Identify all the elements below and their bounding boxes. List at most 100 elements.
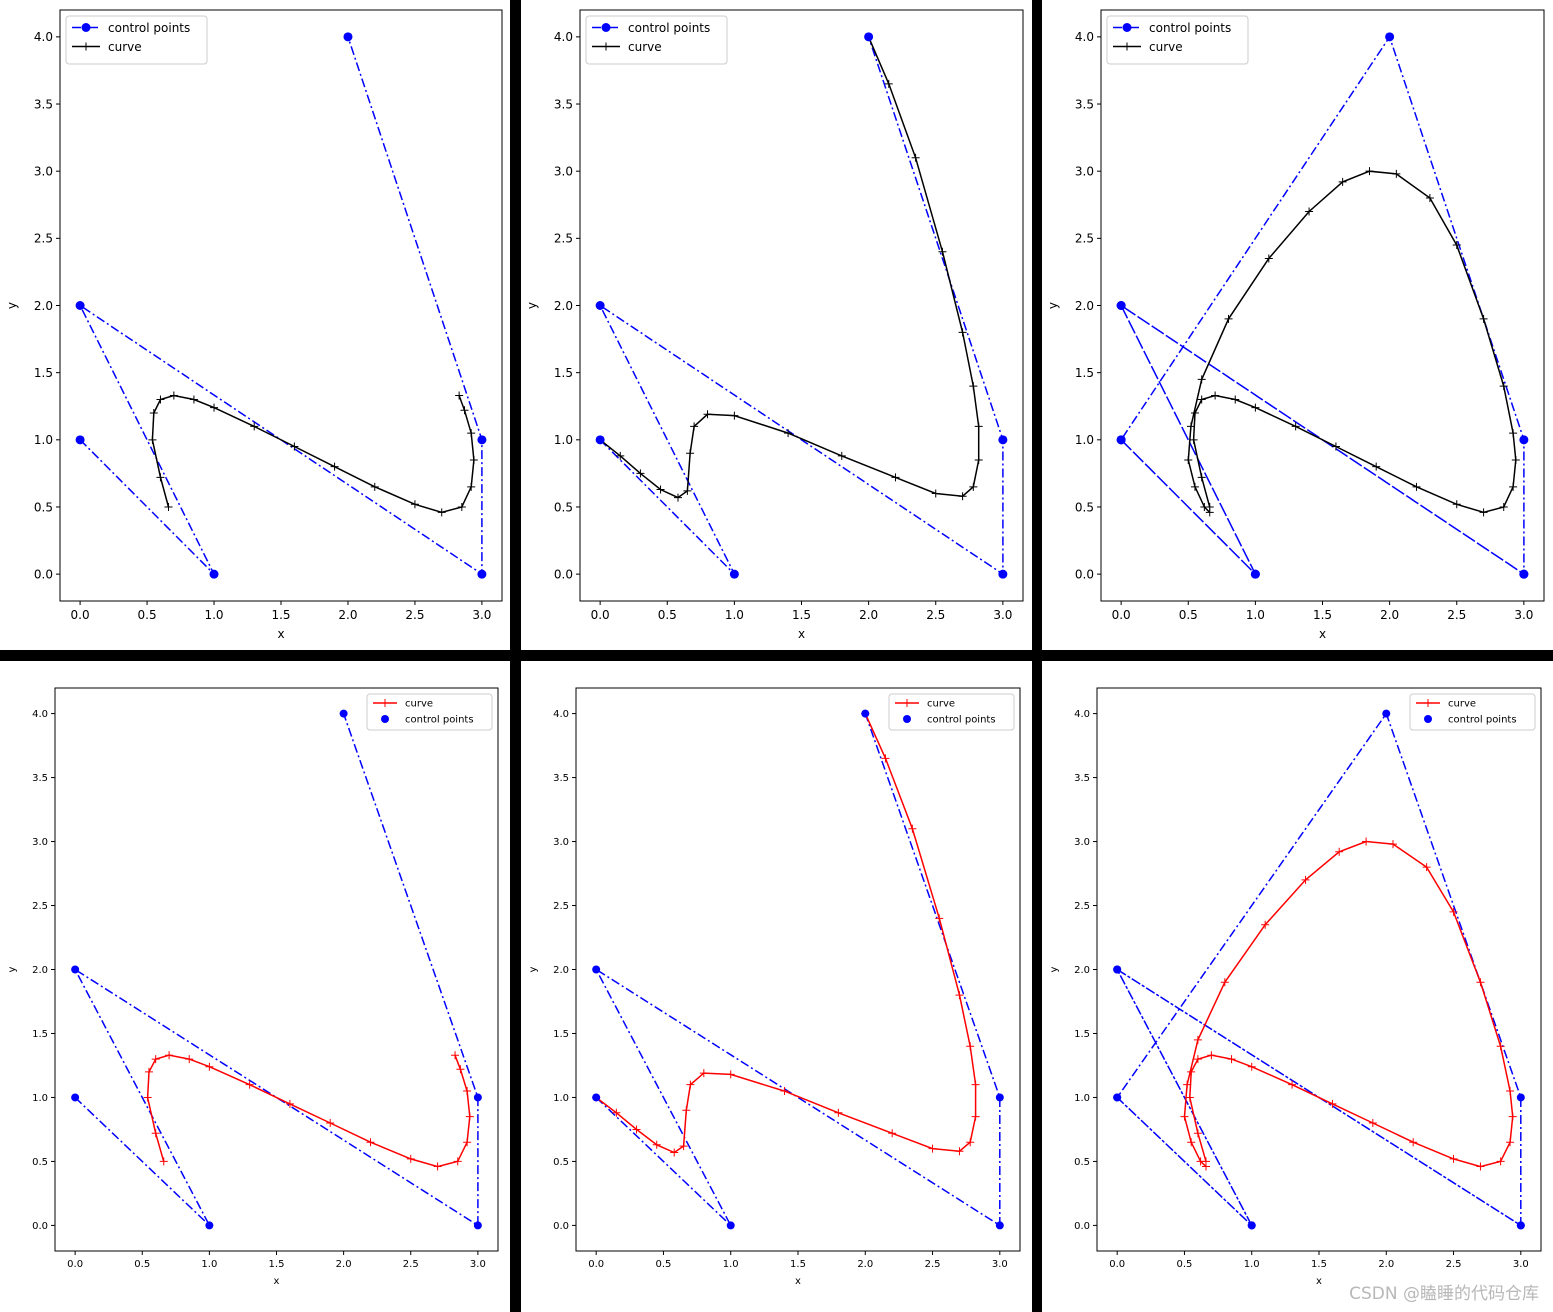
- control-point-marker: [209, 569, 219, 579]
- y-tick-label: 2.5: [553, 901, 569, 912]
- curve-point-marker: [330, 462, 339, 471]
- curve-line: [595, 713, 977, 1154]
- curve-point-marker: [1201, 1162, 1210, 1171]
- curve-point-marker: [1389, 840, 1397, 849]
- curve-point-marker: [971, 1112, 980, 1121]
- curve-point-marker: [1422, 863, 1431, 872]
- curve-line: [1183, 840, 1514, 1168]
- control-point-marker: [1516, 1093, 1525, 1102]
- control-point-marker: [1519, 569, 1529, 579]
- legend-curve-marker: [381, 699, 389, 707]
- y-tick-label: 0.5: [32, 1157, 48, 1168]
- control-point-marker: [1247, 1221, 1256, 1230]
- control-polygon-line: [1115, 711, 1522, 1227]
- curve-point-marker: [463, 1138, 472, 1147]
- curve-point-marker: [455, 391, 464, 400]
- legend-box: [888, 693, 1015, 731]
- legend-label: curve: [927, 699, 955, 710]
- curve-point-marker: [679, 1142, 688, 1151]
- curve-point-marker: [1506, 1087, 1515, 1096]
- x-tick-label: 3.0: [1514, 608, 1533, 622]
- chart-svg: 0.0 0.5 1.0 1.5 2.0 2.5 3.0 0.0 0.5 1.0 1.5 2.0 2.5 3…: [7, 687, 499, 1287]
- curve-point-marker: [911, 153, 920, 162]
- curve-point-marker: [456, 1065, 465, 1074]
- x-tick-label: 0.5: [138, 608, 157, 622]
- control-point-marker: [205, 1221, 214, 1230]
- curve-point-marker: [1251, 403, 1260, 412]
- x-tick-label: 3.0: [470, 1259, 486, 1270]
- y-tick-label: 0.0: [553, 1221, 569, 1232]
- legend-label: control points: [628, 21, 710, 35]
- x-axis-label: x: [798, 627, 805, 641]
- legend-control-marker: [1424, 715, 1432, 723]
- curve-point-marker: [460, 406, 469, 415]
- x-tick-label: 3.0: [993, 608, 1012, 622]
- curve-point-marker: [143, 1093, 152, 1102]
- y-axis-label: y: [5, 302, 19, 309]
- curve-point-marker: [1205, 508, 1214, 517]
- control-point-marker: [595, 301, 605, 310]
- x-tick-label: 2.0: [338, 608, 357, 622]
- x-tick-label: 2.0: [859, 608, 878, 622]
- curve-point-marker: [686, 449, 695, 458]
- curve-point-marker: [433, 1162, 442, 1171]
- curve-point-marker: [457, 502, 466, 511]
- x-tick-label: 2.0: [1378, 1259, 1394, 1270]
- curve-point-marker: [189, 395, 198, 404]
- curve-point-marker: [1449, 1154, 1458, 1163]
- x-tick-label: 2.5: [1446, 1259, 1462, 1270]
- y-tick-label: 3.5: [32, 773, 48, 784]
- x-tick-label: 2.0: [857, 1259, 873, 1270]
- curve-point-marker: [1496, 1042, 1505, 1051]
- control-point-marker: [592, 1093, 601, 1102]
- curve-point-marker: [966, 1042, 975, 1051]
- curve-point-marker: [955, 991, 964, 1000]
- legend-label: curve: [405, 699, 433, 710]
- curve-point-marker: [881, 754, 890, 763]
- control-polygon-line: [73, 713, 479, 1227]
- curve-point-marker: [1185, 1093, 1194, 1102]
- control-point-marker: [592, 965, 601, 974]
- curve-point-marker: [784, 429, 793, 438]
- legend-label: control points: [927, 715, 996, 726]
- curve-point-marker: [1508, 1112, 1517, 1121]
- legend-box: [585, 15, 728, 65]
- curve-point-marker: [1261, 920, 1270, 929]
- legend-curve-marker: [1424, 699, 1432, 707]
- legend: curve control points: [1409, 693, 1536, 731]
- x-axis-label: x: [795, 1276, 801, 1287]
- control-point-marker: [861, 709, 870, 718]
- curve-point-marker: [1331, 442, 1340, 451]
- curve-point-marker: [1184, 455, 1193, 464]
- y-tick-label: 2.0: [1075, 299, 1094, 313]
- y-tick-label: 2.5: [1074, 901, 1090, 912]
- chart-svg: 0.0 0.5 1.0 1.5 2.0 2.5 3.0 0.0 0.5 1.0 1.5 2.0 2.5 3…: [525, 9, 1024, 641]
- x-tick-label: 1.5: [1311, 1259, 1327, 1270]
- curve-point-marker: [908, 824, 917, 833]
- control-point-marker: [998, 569, 1008, 579]
- curve-point-marker: [928, 1144, 937, 1153]
- y-tick-label: 3.0: [554, 165, 573, 179]
- curve-point-marker: [1180, 1112, 1189, 1121]
- legend: control points curve: [1106, 15, 1249, 65]
- y-tick-label: 3.5: [554, 97, 573, 111]
- curve-point-marker: [616, 451, 625, 460]
- curve-point-marker: [1338, 177, 1347, 186]
- y-tick-label: 3.5: [1074, 773, 1090, 784]
- axes-frame: [59, 9, 503, 602]
- curve-point-marker: [151, 1055, 160, 1064]
- y-tick-label: 1.0: [34, 433, 53, 447]
- curve-point-marker: [1425, 194, 1434, 203]
- curve-point-marker: [1207, 1051, 1216, 1060]
- control-point-marker: [595, 435, 605, 445]
- y-tick-label: 0.5: [34, 500, 53, 514]
- curve-point-marker: [652, 1140, 661, 1149]
- y-tick-label: 0.5: [553, 1157, 569, 1168]
- y-tick-label: 3.0: [1075, 165, 1094, 179]
- x-tick-label: 2.5: [925, 1259, 941, 1270]
- y-tick-label: 0.0: [34, 567, 53, 581]
- y-tick-label: 3.0: [32, 837, 48, 848]
- chart-panel-top-middle: 0.0 0.5 1.0 1.5 2.0 2.5 3.0 0.0 0.5 1.0 1.5 2.0 2.5 3…: [521, 0, 1032, 650]
- curve-point-marker: [1479, 314, 1488, 323]
- legend: control points curve: [585, 15, 728, 65]
